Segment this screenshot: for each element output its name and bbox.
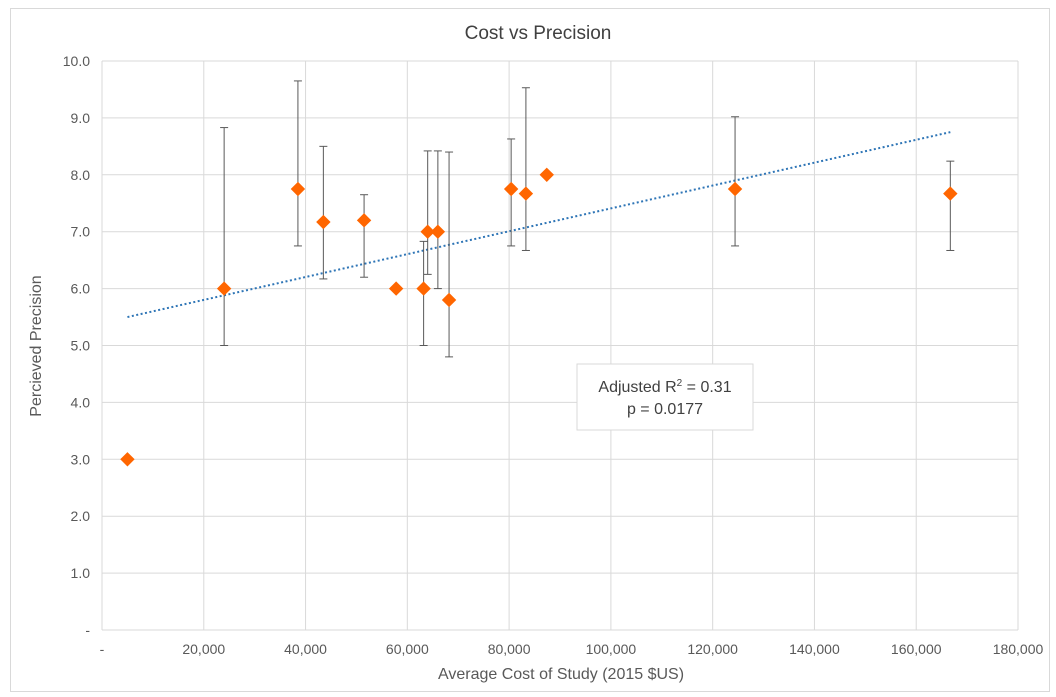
- data-point: [441, 292, 457, 308]
- x-tick-label: 80,000: [488, 641, 531, 657]
- y-axis-label: Percieved Precision: [28, 275, 45, 416]
- x-tick-label: 180,000: [993, 641, 1044, 657]
- data-point: [518, 186, 534, 201]
- data-point: [388, 281, 404, 296]
- x-tick-label: 60,000: [386, 641, 429, 657]
- annotation-r2-superscript: 2: [677, 378, 683, 389]
- data-point: [290, 181, 306, 197]
- x-tick-label: 140,000: [789, 641, 840, 657]
- x-tick-label: 40,000: [284, 641, 327, 657]
- gridlines: [102, 60, 1019, 630]
- y-tick-label: 1.0: [71, 565, 91, 581]
- annotation-line-2: p = 0.0177: [627, 401, 703, 418]
- y-tick-label: -: [85, 622, 90, 638]
- data-point: [420, 224, 435, 239]
- stats-annotation: Adjusted R2 = 0.31 p = 0.0177: [576, 363, 754, 431]
- annotation-r2-value: = 0.31: [682, 379, 731, 396]
- annotation-r2-prefix: Adjusted R: [598, 379, 676, 396]
- annotation-box: [576, 363, 754, 431]
- x-tick-label: -: [100, 641, 105, 657]
- x-tick-label: 160,000: [891, 641, 942, 657]
- data-point: [539, 167, 554, 183]
- data-point: [316, 214, 331, 230]
- trendline-layer: [127, 131, 951, 319]
- y-tick-label: 8.0: [71, 167, 91, 183]
- trendline: [127, 131, 951, 319]
- y-tick-label: 7.0: [71, 224, 91, 240]
- x-tick-label: 120,000: [687, 641, 738, 657]
- chart-area: Cost vs Precision - 1.0 2.0 3.0 4.0 5.0 6.0 7.0…: [10, 8, 1050, 692]
- y-tick-label: 9.0: [71, 110, 91, 126]
- y-tick-label: 2.0: [71, 508, 91, 524]
- data-point: [216, 281, 232, 296]
- data-point: [503, 181, 519, 197]
- errorbars-layer: [220, 80, 955, 358]
- annotation-line-1: Adjusted R2 = 0.31: [598, 378, 731, 396]
- x-tick-label: 20,000: [182, 641, 225, 657]
- y-tick-label: 6.0: [71, 281, 91, 297]
- data-point: [430, 224, 446, 239]
- data-point: [120, 452, 135, 467]
- data-point: [943, 186, 958, 201]
- axes: - 1.0 2.0 3.0 4.0 5.0 6.0 7.0 8.0 9.0 10.0 - 20,000 4…: [63, 53, 1044, 657]
- x-axis-label: Average Cost of Study (2015 $US): [438, 666, 684, 683]
- scatter-chart: Cost vs Precision - 1.0 2.0 3.0 4.0 5.0 6.0 7.0…: [28, 23, 1044, 683]
- points-layer: [120, 167, 958, 467]
- y-tick-label: 4.0: [71, 394, 91, 410]
- y-tick-label: 3.0: [71, 451, 91, 467]
- chart-title: Cost vs Precision: [465, 23, 612, 44]
- data-point: [416, 281, 431, 296]
- data-point: [356, 213, 372, 228]
- x-tick-label: 100,000: [586, 641, 637, 657]
- y-tick-label: 10.0: [63, 53, 90, 69]
- y-tick-label: 5.0: [71, 338, 91, 354]
- data-point: [727, 181, 743, 197]
